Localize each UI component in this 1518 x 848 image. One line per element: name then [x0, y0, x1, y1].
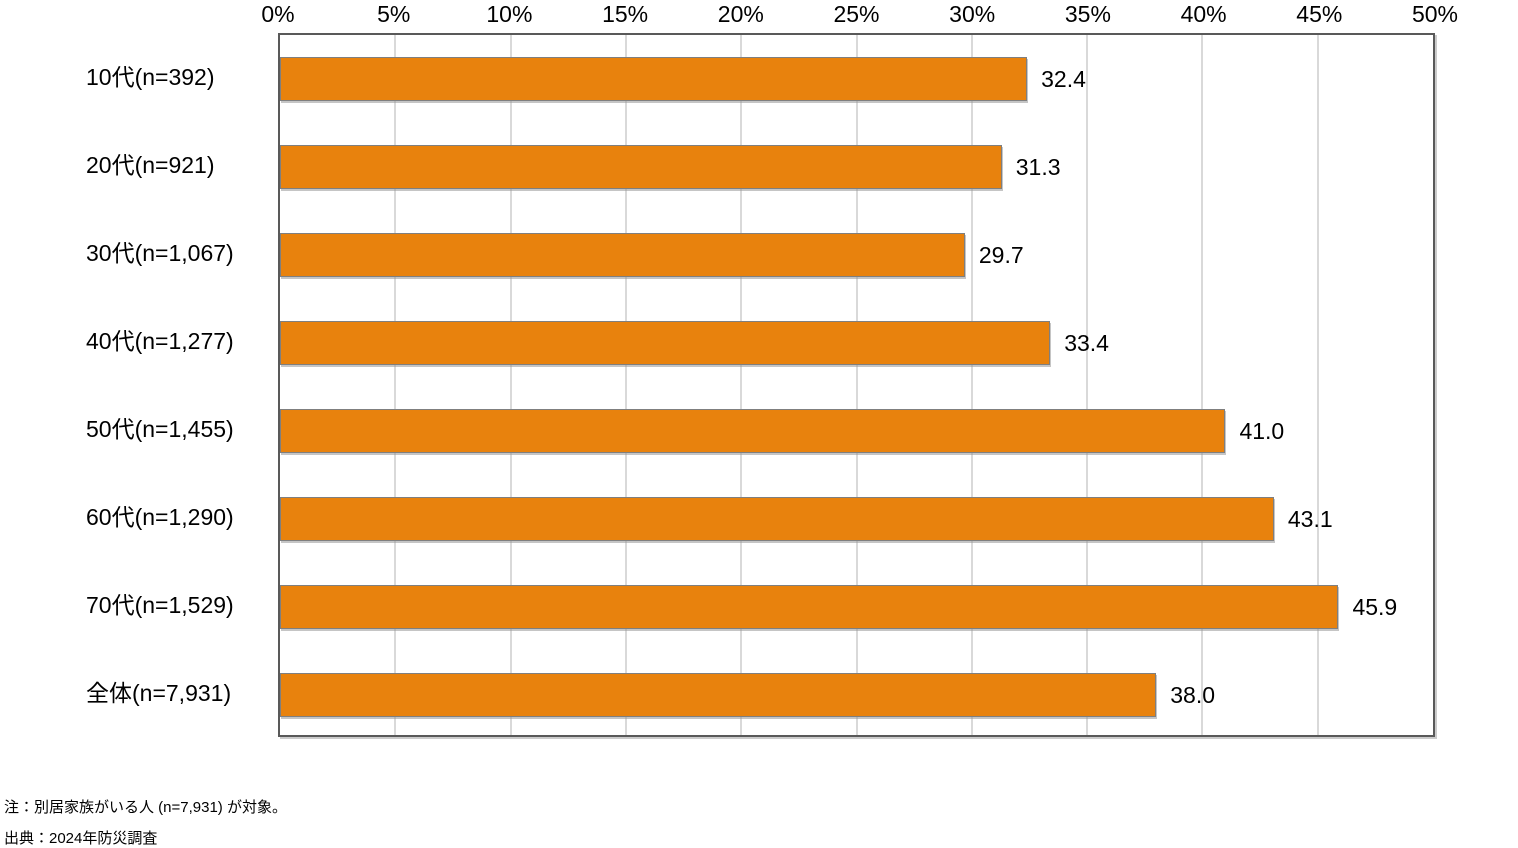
footnotes: 注：別居家族がいる人 (n=7,931) が対象。 出典：2024年防災調査 [4, 792, 287, 848]
x-axis-tick-label: 20% [717, 1, 764, 27]
x-axis-tick-label: 0% [261, 1, 295, 27]
gridline [1316, 35, 1319, 735]
x-axis-tick-label: 10% [486, 1, 533, 27]
plot-area: 32.4 31.3 29.7 33.4 41.0 43.1 45.9 38.0 [278, 33, 1435, 737]
bar [280, 145, 1002, 189]
bar [280, 673, 1157, 717]
category-label: 70代(n=1,529) [86, 592, 234, 618]
value-label: 33.4 [1064, 330, 1109, 356]
bar [280, 497, 1274, 541]
gridline [855, 35, 858, 735]
bar [280, 233, 965, 277]
footnote-sample: 注：別居家族がいる人 (n=7,931) が対象。 [4, 799, 287, 816]
x-axis-tick-label: 35% [1064, 1, 1111, 27]
bar-row: 45.9 [280, 563, 1433, 651]
x-axis-tick-label: 15% [602, 1, 649, 27]
x-axis-tick-label: 40% [1180, 1, 1227, 27]
x-axis-tick-label: 45% [1296, 1, 1343, 27]
bar-row: 32.4 [280, 35, 1433, 123]
bar [280, 321, 1051, 365]
x-axis-tick-label: 30% [949, 1, 996, 27]
bar-row: 38.0 [280, 651, 1433, 739]
category-label: 40代(n=1,277) [86, 328, 234, 354]
footnote-source: 出典：2024年防災調査 [4, 830, 158, 847]
value-label: 31.3 [1015, 154, 1061, 180]
value-label: 38.0 [1170, 682, 1216, 708]
value-label: 41.0 [1239, 418, 1285, 444]
x-axis-tick-label: 25% [833, 1, 880, 27]
bar [280, 409, 1226, 453]
bar-row: 29.7 [280, 211, 1433, 299]
category-label: 60代(n=1,290) [86, 504, 234, 530]
value-label: 32.4 [1041, 66, 1086, 92]
gridline [624, 35, 627, 735]
category-label: 50代(n=1,455) [86, 416, 234, 442]
value-label: 29.7 [978, 242, 1024, 268]
x-axis-tick-label: 5% [377, 1, 411, 27]
gridline [970, 35, 973, 735]
bar-row: 41.0 [280, 387, 1433, 475]
value-label: 43.1 [1287, 506, 1333, 532]
category-label: 全体(n=7,931) [86, 680, 232, 706]
x-axis-tick-label: 50% [1411, 1, 1459, 27]
gridline [509, 35, 512, 735]
category-label: 10代(n=392) [86, 64, 215, 90]
gridline [740, 35, 743, 735]
horizontal-bar-chart: 0% 5% 10% 15% 20% 25% 30% 35% 40% 45% 50% 10代(n=39… [86, 1, 1459, 737]
bar-row: 31.3 [280, 123, 1433, 211]
gridline [1086, 35, 1089, 735]
bar [280, 585, 1339, 629]
value-label: 45.9 [1352, 594, 1398, 620]
gridline [1201, 35, 1204, 735]
category-label: 20代(n=921) [86, 152, 215, 178]
bar [280, 57, 1028, 101]
gridline [394, 35, 397, 735]
bar-row: 33.4 [280, 299, 1433, 387]
bar-row: 43.1 [280, 475, 1433, 563]
category-label: 30代(n=1,067) [86, 240, 234, 266]
